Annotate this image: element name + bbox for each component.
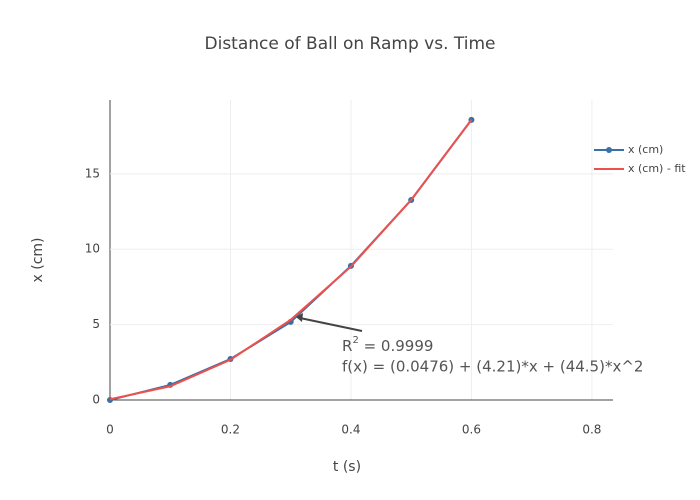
annotation-arrowhead: [296, 313, 303, 322]
legend-label: x (cm): [628, 143, 663, 156]
y-tick-label: 10: [85, 242, 100, 256]
x-tick-label: 0.4: [341, 423, 360, 437]
legend-label: x (cm) - fit: [628, 162, 686, 175]
x-tick-label: 0: [106, 423, 114, 437]
y-axis-title: x (cm): [30, 238, 46, 283]
grid: 0 0.2 0.4 0.6 0.8 0 5 10 15: [85, 100, 613, 437]
x-axis-title: t (s): [333, 459, 361, 475]
legend-marker: [606, 147, 612, 153]
y-tick-label: 0: [92, 393, 100, 407]
y-tick-label: 5: [92, 317, 100, 331]
annotation-arrow: [299, 317, 363, 332]
y-tick-label: 15: [85, 166, 100, 180]
x-tick-label: 0.6: [462, 423, 481, 437]
x-tick-label: 0.2: [221, 423, 240, 437]
r-sup: 2: [352, 335, 358, 346]
r-value: = 0.9999: [359, 337, 434, 355]
chart-title: Distance of Ball on Ramp vs. Time: [205, 34, 496, 54]
annotation-equation: f(x) = (0.0476) + (4.21)*x + (44.5)*x^2: [342, 358, 643, 376]
plot: [107, 116, 475, 403]
r-base: R: [342, 337, 352, 355]
annotation-r-squared: R2 = 0.9999: [342, 335, 433, 355]
x-tick-label: 0.8: [582, 423, 601, 437]
legend: x (cm) x (cm) - fit: [594, 143, 686, 175]
series-line: [109, 119, 473, 401]
